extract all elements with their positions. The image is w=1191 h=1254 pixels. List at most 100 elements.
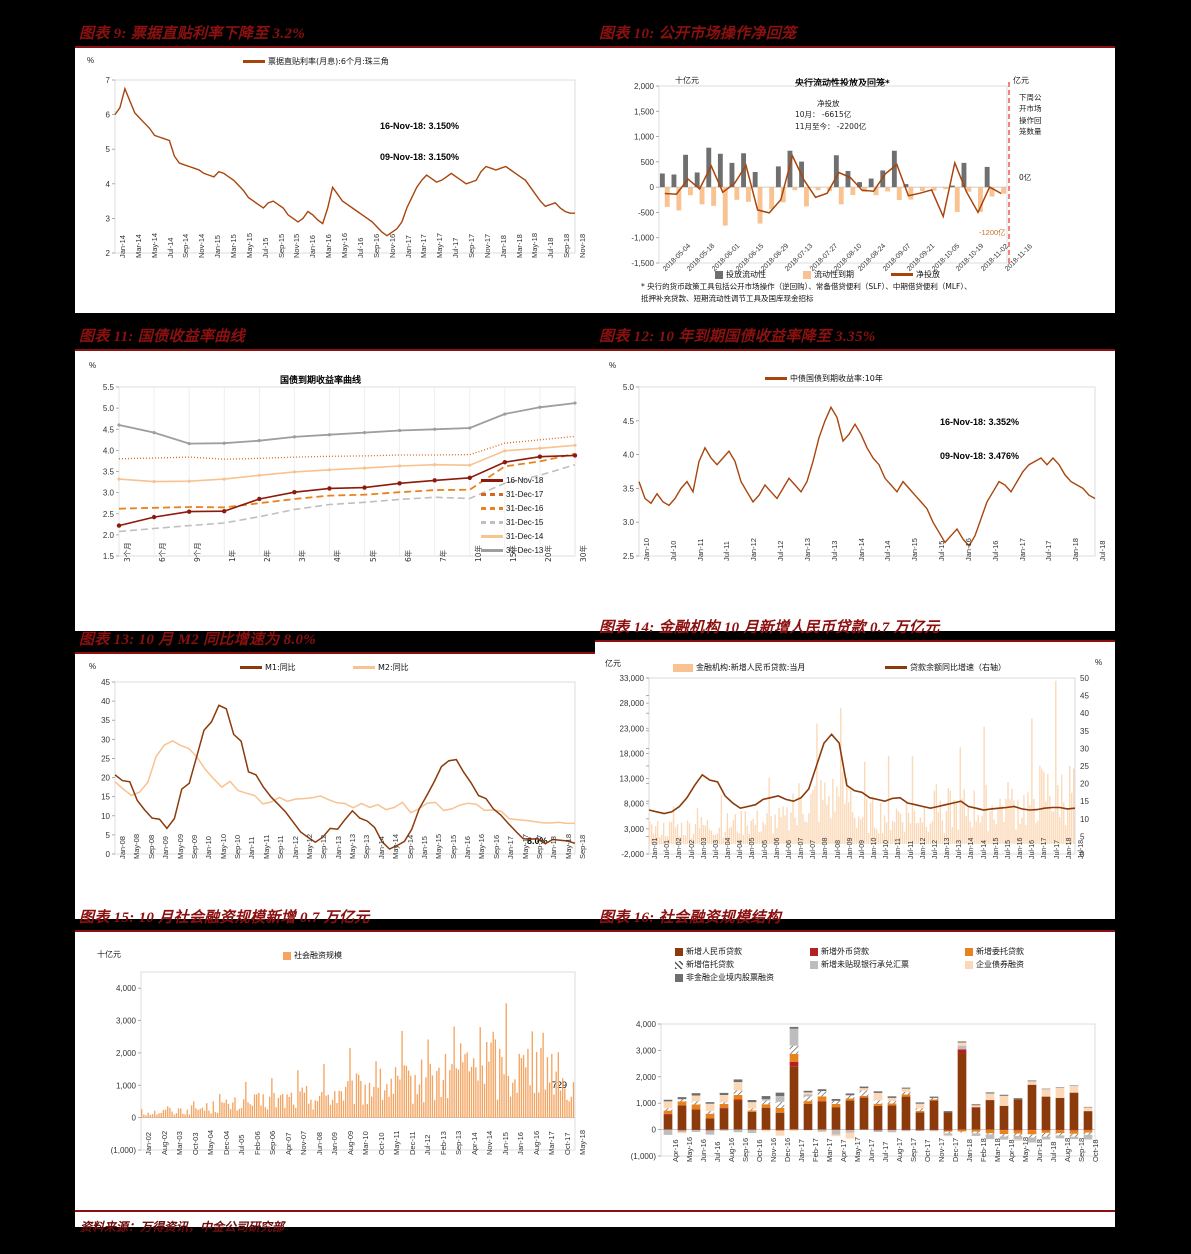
svg-text:33,000: 33,000 (620, 674, 645, 683)
xaxis-tick-label: Jan-18 (549, 836, 559, 859)
xaxis-tick-label: Dec-17 (951, 1137, 960, 1162)
xaxis-tick-label: Oct-03 (190, 1132, 200, 1155)
ex16-legend-label-6: 非金融企业境内股票融资 (686, 973, 774, 982)
svg-text:15: 15 (101, 793, 110, 802)
xaxis-tick-label: Sep-16 (491, 834, 501, 859)
ex16-legend-label-5: 企业债券融资 (976, 960, 1024, 969)
xaxis-tick-label: Jun-18 (1035, 1139, 1044, 1162)
exhibit-15-rule (75, 930, 595, 932)
xaxis-tick-label: Mar-18 (514, 234, 524, 258)
xaxis-tick-label: Aug-16 (531, 1130, 541, 1155)
ex9-annotation-0: 16-Nov-18: 3.150% (380, 121, 460, 131)
xaxis-tick-label: 7年 (438, 549, 448, 562)
ex14-legend-label-0: 金融机构:新增人民币贷款:当月 (696, 663, 806, 672)
bar-swatch-icon (675, 973, 683, 982)
svg-text:23,000: 23,000 (620, 724, 645, 733)
xaxis-tick-label: Aug-16 (727, 1137, 736, 1162)
xaxis-tick-label: Jul-14 (165, 237, 175, 258)
exhibit-11-chart: % 国债到期收益率曲线 1.5 2.0 2.5 3.0 3.5 4.0 4.5 5.0 5.5 … (75, 351, 595, 631)
ex11-legend-item-0: 16-Nov-18 (481, 476, 543, 485)
xaxis-tick-label: Jan-12 (749, 538, 759, 561)
xaxis-tick-label: Sep-11 (276, 835, 286, 859)
xaxis-tick-label: Sep-18 (1077, 1137, 1086, 1162)
xaxis-tick-label: Jan-16 (963, 538, 973, 561)
svg-text:3.0: 3.0 (623, 518, 635, 527)
svg-text:3.0: 3.0 (103, 489, 115, 498)
svg-text:4.5: 4.5 (103, 425, 115, 434)
xaxis-tick-label: Jan-17 (506, 836, 516, 859)
xaxis-tick-label: Jul-05 (761, 839, 769, 859)
xaxis-tick-label: Jul-01 (664, 839, 672, 859)
line-swatch-icon (765, 377, 787, 380)
ex11-legend-item-2: 31-Dec-16 (481, 504, 543, 513)
line-swatch-icon (481, 493, 503, 496)
xaxis-tick-label: Sep-18 (578, 834, 587, 859)
exhibit-9-rule (75, 46, 595, 48)
ex16-legend-item-3: 新增信托贷款 (675, 959, 734, 970)
ex10-legend-label-1: 流动性到期 (814, 270, 854, 279)
line-swatch-icon (891, 273, 913, 276)
bar-swatch-icon (965, 960, 973, 969)
svg-text:2,000: 2,000 (116, 1049, 137, 1058)
xaxis-tick-label: Jan-09 (161, 836, 171, 859)
xaxis-tick-label: May-14 (149, 232, 159, 258)
xaxis-tick-label: 30年 (579, 544, 588, 562)
ex9-legend-item-0: 票据直贴利率(月息):6个月:珠三角 (243, 56, 389, 67)
xaxis-tick-label: Jul-15 (260, 237, 270, 258)
xaxis-tick-label: 5年 (368, 549, 378, 562)
svg-text:20: 20 (101, 774, 110, 783)
exhibit-16: 图表 16: 社会融资规模结构 新增人民币贷款 新增外币贷款 新增委托贷款 新增信托贷… (595, 906, 1115, 1227)
xaxis-tick-label: Sep-10 (233, 834, 242, 859)
svg-text:4.5: 4.5 (623, 417, 635, 426)
xaxis-tick-label: Jan-05 (749, 837, 757, 859)
xaxis-tick-label: Mar-16 (324, 234, 334, 258)
xaxis-tick-label: Nov-18 (578, 233, 587, 258)
svg-text:4,000: 4,000 (636, 1020, 657, 1029)
xaxis-tick-label: Sep-08 (146, 834, 156, 859)
ex16-legend-item-1: 新增外币贷款 (810, 946, 869, 957)
ex15-plot: (1,000) 0 1,000 2,000 3,000 4,000 (111, 971, 576, 1155)
svg-text:10: 10 (101, 812, 110, 821)
xaxis-tick-label: Jul-11 (907, 840, 915, 859)
xaxis-tick-label: Sep-18 (562, 233, 572, 258)
footer-rule (75, 1210, 1115, 1212)
ex10-yaxis-unit-left: 十亿元 (675, 76, 699, 85)
xaxis-tick-label: 4年 (333, 549, 343, 562)
xaxis-tick-label: Jan-17 (1041, 837, 1049, 859)
xaxis-tick-label: 6年 (403, 549, 413, 562)
xaxis-tick-label: May-13 (348, 833, 357, 859)
svg-text:3.5: 3.5 (103, 468, 115, 477)
xaxis-tick-label: Nov-14 (485, 1130, 494, 1155)
xaxis-tick-label: May-18 (1021, 1136, 1030, 1162)
xaxis-tick-label: Nov-16 (387, 233, 397, 258)
ex11-legend-label-2: 31-Dec-16 (506, 504, 544, 513)
svg-text:0: 0 (1080, 850, 1085, 859)
ex16-legend-item-4: 新增未贴现银行承兑汇票 (810, 959, 909, 970)
xaxis-tick-label: Jul-12 (776, 540, 786, 561)
svg-text:-2,000: -2,000 (621, 850, 644, 859)
xaxis-tick-label: Jan-14 (118, 235, 127, 258)
xaxis-tick-label: Jul-17 (1044, 540, 1054, 561)
ex13-yaxis-unit: % (89, 662, 97, 671)
xaxis-tick-label: Jan-18 (1071, 538, 1081, 561)
exhibit-13: 图表 13: 10 月 M2 同比增速为 8.0% % M1:同比 M2:同比 … (75, 628, 595, 919)
xaxis-tick-label: Feb-13 (438, 1131, 448, 1155)
xaxis-tick-label: May-17 (435, 232, 445, 258)
xaxis-tick-label: Jul-06 (785, 839, 793, 859)
svg-text:2: 2 (106, 249, 111, 258)
xaxis-tick-label: Jan-13 (944, 837, 952, 859)
ex16-legend-item-0: 新增人民币贷款 (675, 946, 742, 957)
ex10-yaxis-unit-right: 亿元 (1013, 76, 1029, 85)
xaxis-tick-label: Feb-18 (979, 1138, 988, 1162)
xaxis-tick-label: Jan-08 (118, 836, 127, 859)
exhibit-16-chart: 新增人民币贷款 新增外币贷款 新增委托贷款 新增信托贷款 新增未贴现银行承兑汇票 企业债券… (595, 932, 1115, 1227)
xaxis-tick-label: Jan-09 (846, 837, 854, 859)
xaxis-tick-label: Jan-07 (798, 837, 806, 859)
xaxis-tick-label: Jul-16 (990, 540, 1000, 561)
xaxis-tick-label: Jan-03 (700, 837, 708, 859)
ex12-yaxis-unit: % (609, 361, 617, 370)
bar-swatch-icon (673, 663, 693, 672)
xaxis-tick-label: Sep-17 (466, 233, 476, 258)
svg-text:7: 7 (106, 76, 111, 85)
xaxis-tick-label: Jul-03 (712, 839, 720, 859)
